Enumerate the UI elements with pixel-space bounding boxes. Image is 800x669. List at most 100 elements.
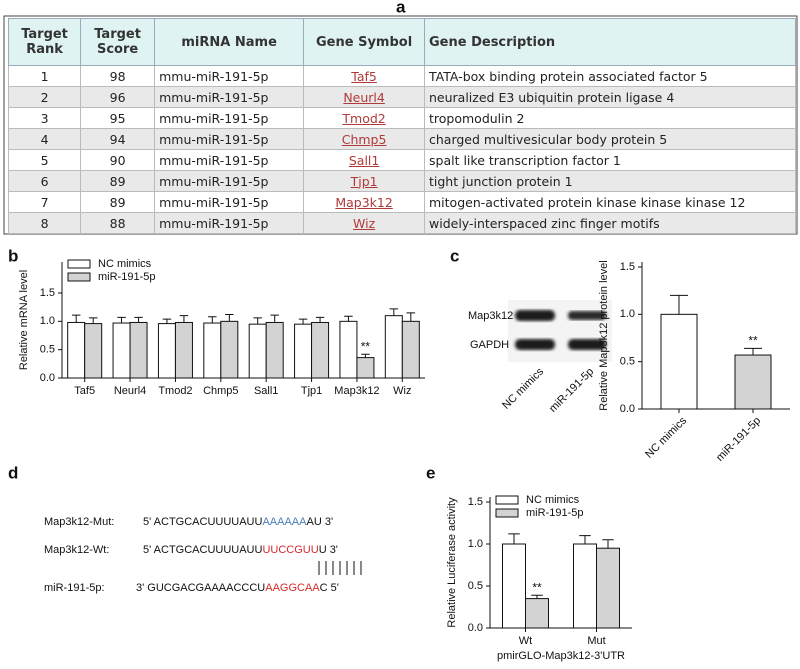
y-tick-label: 0.0 <box>620 403 635 415</box>
bar <box>248 323 267 379</box>
gene-link[interactable]: Taf5 <box>303 65 425 87</box>
column-header: Target Score <box>80 18 156 66</box>
sequence-part: 5' ACTGCACUUUUAUU <box>143 516 263 528</box>
blot-band <box>568 311 606 320</box>
panel-label: d <box>8 463 18 482</box>
table-cell: spalt like transcription factor 1 <box>424 149 796 171</box>
error-bar <box>508 533 520 544</box>
y-tick-label: 0.5 <box>468 580 483 592</box>
bar <box>734 354 772 410</box>
y-tick-label: 1.5 <box>620 261 635 273</box>
bar <box>294 323 313 379</box>
gene-link[interactable]: Sall1 <box>303 149 425 171</box>
gene-link[interactable]: Tjp1 <box>303 170 425 192</box>
x-tick-label: Tjp1 <box>301 385 322 397</box>
x-tick-label: Neurl4 <box>114 385 146 397</box>
sequence-part: AAGGCAA <box>265 582 320 594</box>
bar <box>129 321 148 379</box>
error-bar <box>361 353 370 358</box>
significance-mark: ** <box>361 339 371 353</box>
y-tick-label: 1.5 <box>40 287 55 299</box>
legend-swatch <box>67 272 91 282</box>
y-axis-label: Relative Map3k12 protein level <box>598 260 610 410</box>
error-bar <box>389 308 399 316</box>
table-cell: mmu-miR-191-5p <box>154 128 305 150</box>
sequence: 5' ACTGCACUUUUAUUAAAAAAAU 3' <box>143 516 333 528</box>
gene-link[interactable]: Chmp5 <box>303 128 425 150</box>
sequence-label: miR-191-5p: <box>44 582 105 594</box>
bar <box>660 313 698 410</box>
y-tick-label: 0.0 <box>468 622 483 634</box>
bar <box>220 320 239 379</box>
x-tick-label: Sall1 <box>254 385 278 397</box>
x-axis-label: pmirGLO-Map3k12-3'UTR <box>497 650 625 662</box>
error-bar <box>134 316 143 323</box>
error-bar <box>602 539 614 549</box>
blot-band <box>515 339 555 350</box>
y-axis-label: Relative Luciferase activity <box>446 497 458 628</box>
table-cell: 90 <box>80 149 156 171</box>
table-cell: mmu-miR-191-5p <box>154 170 305 192</box>
y-tick-label: 1.0 <box>40 315 55 327</box>
table-cell: 96 <box>80 86 156 108</box>
table-cell: 1 <box>7 65 82 87</box>
error-bar <box>406 312 416 322</box>
panel-label: b <box>8 246 18 265</box>
table-cell: 89 <box>80 170 156 192</box>
gene-link[interactable]: Neurl4 <box>303 86 425 108</box>
panel-label: a <box>396 0 406 16</box>
table-cell: 2 <box>7 86 82 108</box>
error-bar <box>225 314 234 322</box>
error-bar <box>298 318 308 325</box>
error-bar <box>744 347 762 356</box>
sequence-part: C 5' <box>320 582 339 594</box>
panel-label: c <box>450 246 459 265</box>
bar <box>67 321 86 379</box>
error-bar <box>208 316 217 324</box>
table-cell: 89 <box>80 191 156 213</box>
gene-link[interactable]: Map3k12 <box>303 191 425 213</box>
table-cell: 98 <box>80 65 156 87</box>
sequence: 5' ACTGCACUUUUAUUUUCCGUUU 3' <box>143 544 338 556</box>
bar <box>203 322 222 379</box>
blot-membrane <box>508 300 612 362</box>
table-row: 7 89 mmu-miR-191-5p Map3k12 mitogen-activate… <box>7 191 796 213</box>
y-tick-label: 0.5 <box>620 356 635 368</box>
column-header: Gene Symbol <box>303 18 425 66</box>
x-tick-label: Wt <box>519 635 532 647</box>
error-bar <box>344 315 353 322</box>
significance-mark: ** <box>532 580 542 594</box>
sequence-part: UUCCGUU <box>262 544 318 556</box>
bar <box>525 598 549 629</box>
gene-link[interactable]: Wiz <box>303 212 425 234</box>
bar <box>157 323 176 379</box>
base-pairing <box>318 561 362 575</box>
table-row: 6 89 mmu-miR-191-5p Tjp1 tight junction prot… <box>7 170 796 192</box>
error-bar <box>315 316 325 323</box>
column-header: Gene Description <box>424 18 796 66</box>
legend-swatch <box>67 259 91 269</box>
x-tick-label: Tmod2 <box>158 385 192 397</box>
gene-link[interactable]: Tmod2 <box>303 107 425 129</box>
table-row: 5 90 mmu-miR-191-5p Sall1 spalt like transcr… <box>7 149 796 171</box>
blot-row-label: Map3k12 <box>468 310 513 322</box>
error-bar <box>71 314 81 323</box>
x-tick-label: NC mimics <box>643 414 689 460</box>
error-bar <box>579 535 591 544</box>
legend-label: miR-191-5p <box>526 507 583 519</box>
significance-mark: ** <box>748 334 758 348</box>
x-tick-label: Mut <box>587 635 605 647</box>
bar <box>339 320 358 379</box>
legend-swatch <box>495 495 519 505</box>
x-tick-label: Map3k12 <box>334 385 379 397</box>
table-cell: tight junction protein 1 <box>424 170 796 192</box>
x-tick-label: Chmp5 <box>203 385 238 397</box>
table-cell: 95 <box>80 107 156 129</box>
blot-band <box>568 339 606 350</box>
blot-row-label: GAPDH <box>470 339 509 351</box>
error-bar <box>162 318 172 324</box>
sequence-part: 3' GUCGACGAAAACCCU <box>136 582 265 594</box>
table-cell: mmu-miR-191-5p <box>154 212 305 234</box>
